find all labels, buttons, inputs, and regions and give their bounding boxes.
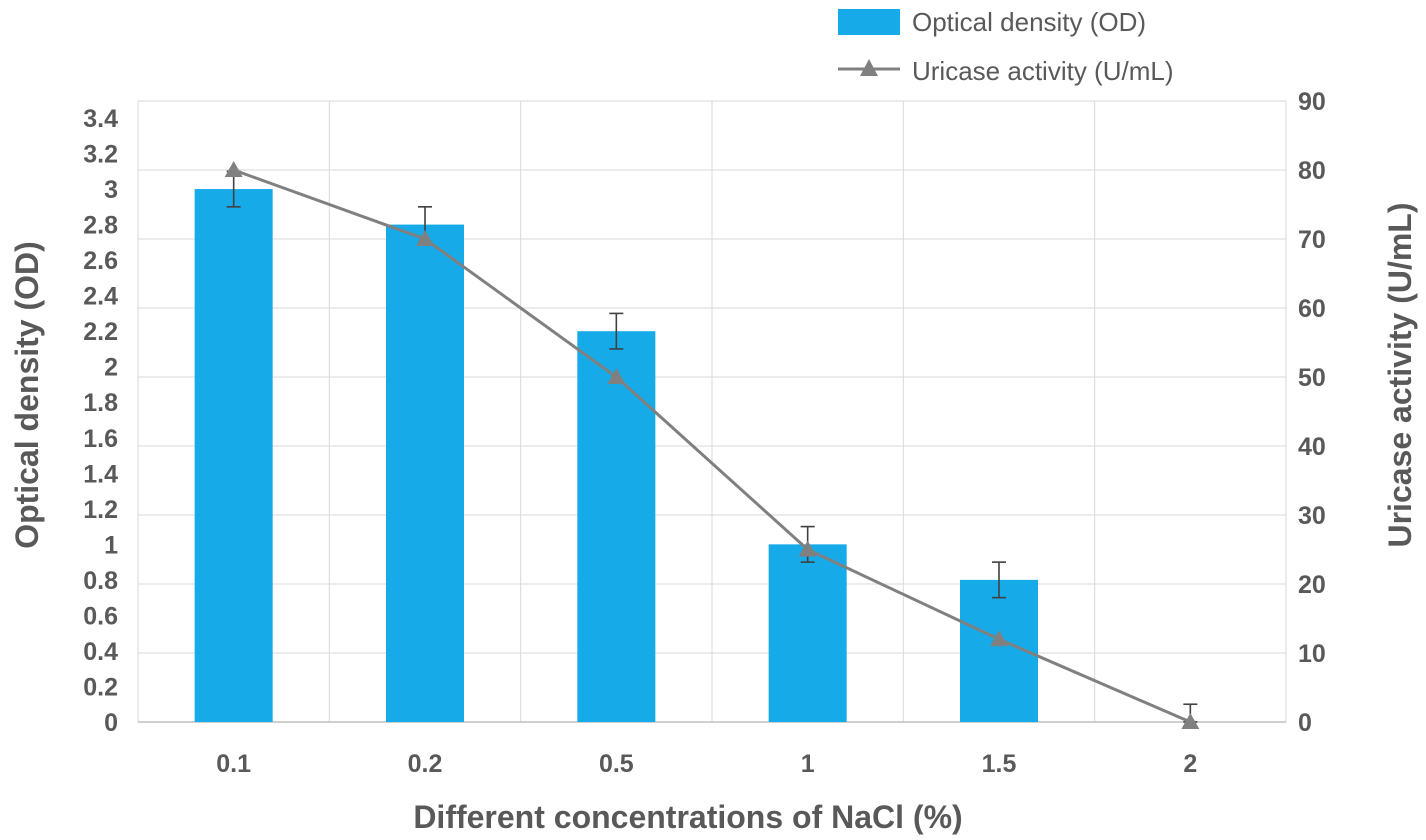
error-bar-1.5 [992, 561, 1006, 599]
y-axis-left-title: Optical density (OD) [9, 241, 45, 549]
y-left-tick-label: 2.6 [83, 247, 118, 275]
legend: Optical density (OD) Uricase activity (U… [838, 7, 1173, 86]
uricase-marker-0.2 [416, 230, 434, 246]
y-right-tick-label: 70 [1298, 226, 1326, 254]
uricase-activity-line [233, 168, 1191, 724]
y-right-tick-label: 90 [1298, 88, 1326, 116]
bar-0.1 [194, 189, 273, 722]
y-left-tick-label: 2.4 [83, 283, 118, 311]
x-tick-label: 2 [1183, 750, 1197, 778]
x-tick-label: 1 [801, 750, 815, 778]
y-left-tick-label: 1.6 [83, 425, 118, 453]
error-bar-0.5 [609, 312, 624, 350]
y-left-tick-label: 2.2 [83, 318, 118, 346]
y-right-tick-label: 40 [1298, 433, 1326, 461]
y-left-tick-label: 2.8 [83, 212, 118, 240]
line-layer [224, 161, 1200, 729]
y-left-tick-label: 2 [104, 354, 118, 382]
legend-label-uricase-activity: Uricase activity (U/mL) [912, 56, 1173, 86]
uricase-marker-0.5 [607, 368, 626, 384]
y-right-tick-label: 30 [1298, 502, 1326, 530]
y-left-tick-label: 3.2 [83, 141, 118, 169]
grid-layer [137, 100, 1287, 723]
y-right-tick-label: 20 [1298, 571, 1326, 599]
y-left-tick-label: 1.2 [83, 496, 118, 524]
x-tick-label: 1.5 [982, 750, 1017, 778]
y-axis-right-title: Uricase activity (U/mL) [1382, 202, 1418, 547]
legend-triangle-icon [860, 59, 878, 76]
y-right-tick-label: 80 [1298, 157, 1326, 185]
y-left-tick-label: 0.2 [83, 673, 118, 701]
y-left-tick-label: 3 [104, 176, 118, 204]
y-left-tick-label: 1.8 [83, 389, 118, 417]
uricase-marker-0.1 [224, 161, 243, 177]
y-left-tick-label: 0.8 [83, 567, 118, 595]
bar-0.5 [577, 331, 656, 722]
bar-0.2 [386, 224, 464, 722]
x-tick-label: 0.5 [599, 750, 634, 778]
y-right-tick-label: 60 [1298, 295, 1326, 323]
legend-label-optical-density: Optical density (OD) [912, 7, 1146, 37]
uricase-marker-1 [798, 540, 817, 557]
y-right-tick-label: 0 [1298, 709, 1312, 737]
y-right-tick-label: 50 [1298, 364, 1326, 392]
bar-layer [194, 189, 1038, 722]
y-left-tick-label: 0 [104, 709, 118, 737]
x-axis-title: Different concentrations of NaCl (%) [413, 799, 962, 835]
y-right-tick-label: 10 [1298, 640, 1326, 668]
y-left-tick-label: 0.6 [83, 602, 118, 630]
bar-1 [768, 544, 847, 722]
y-left-tick-label: 1.4 [83, 460, 118, 488]
legend-bar-swatch [838, 9, 900, 35]
uricase-marker-1.5 [990, 630, 1008, 647]
uricase-marker-2 [1181, 713, 1200, 729]
x-tick-label: 0.1 [216, 750, 251, 778]
y-left-tick-label: 3.4 [83, 105, 118, 133]
tick-layer: 0 0.2 0.4 0.6 0.8 1 1.2 1.4 1.6 1.8 2 2.2 2.4 2.6 2.8 3… [83, 88, 1326, 778]
y-left-tick-label: 1 [104, 531, 118, 559]
x-tick-label: 0.2 [408, 750, 443, 778]
y-left-tick-label: 0.4 [83, 638, 118, 666]
